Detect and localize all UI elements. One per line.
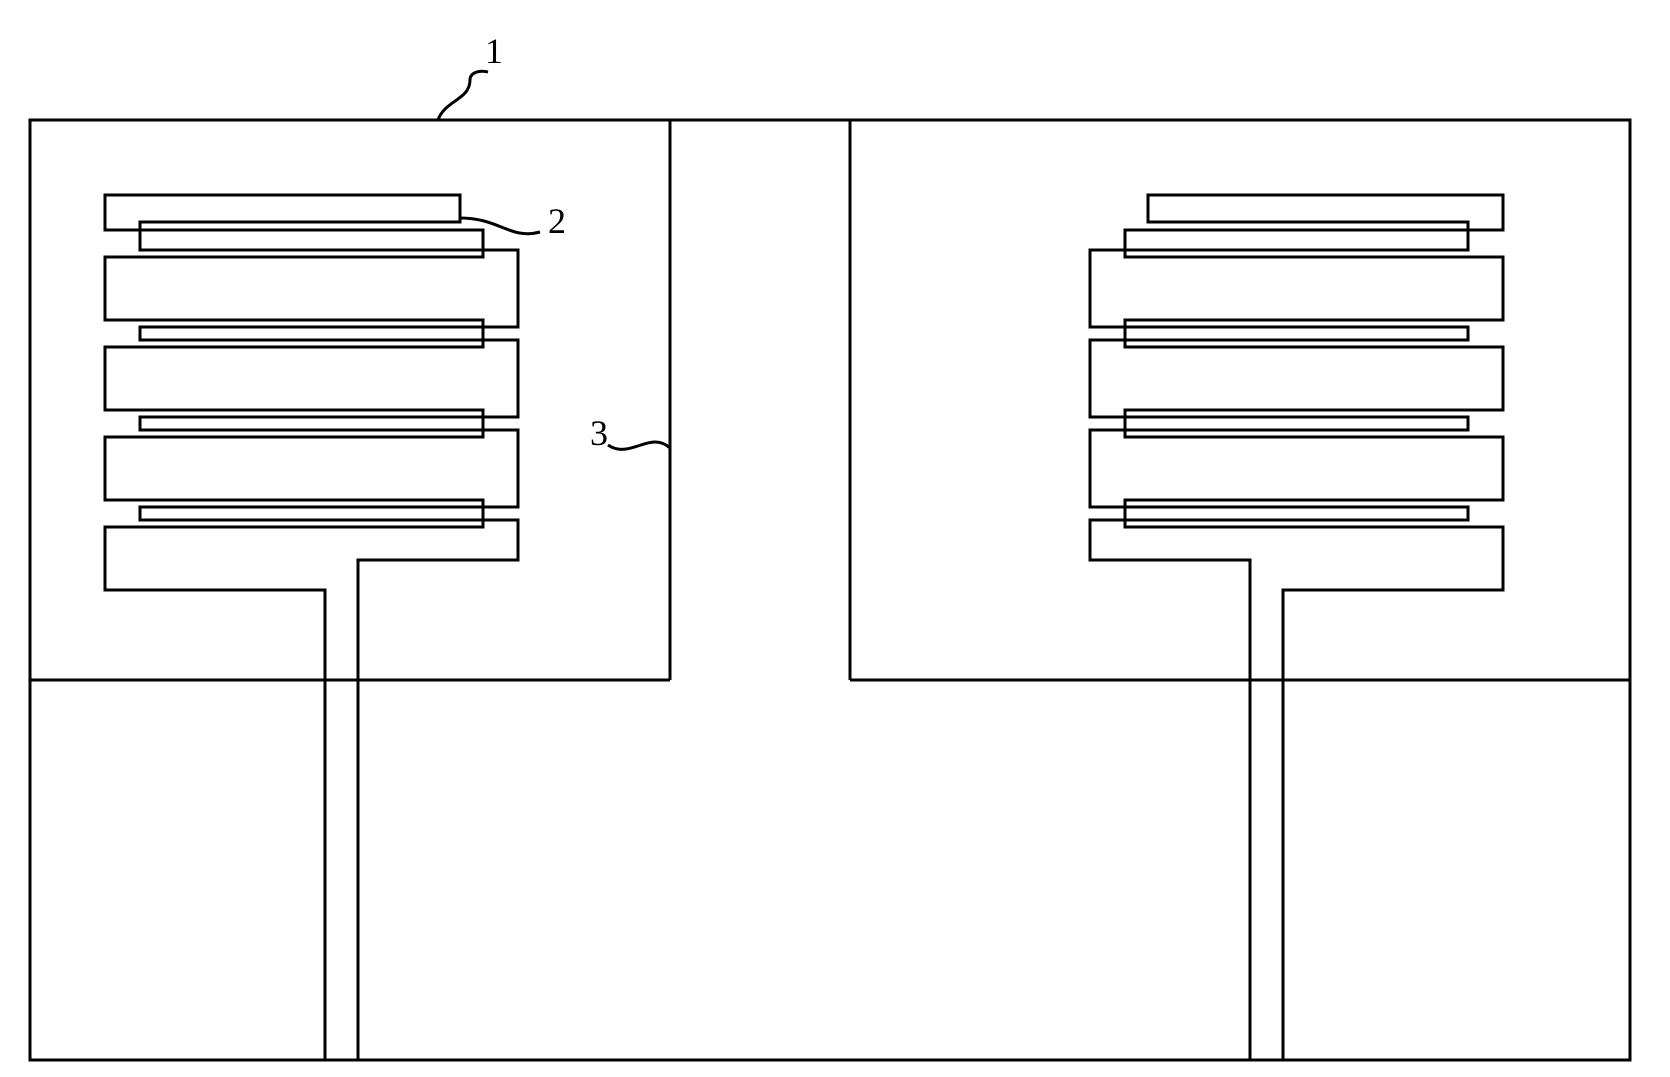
label-2: 2 bbox=[548, 200, 566, 242]
label-3: 3 bbox=[590, 412, 608, 454]
label-1: 1 bbox=[485, 30, 503, 72]
diagram-svg bbox=[0, 0, 1670, 1072]
antenna-schematic: 1 2 3 bbox=[0, 0, 1670, 1072]
